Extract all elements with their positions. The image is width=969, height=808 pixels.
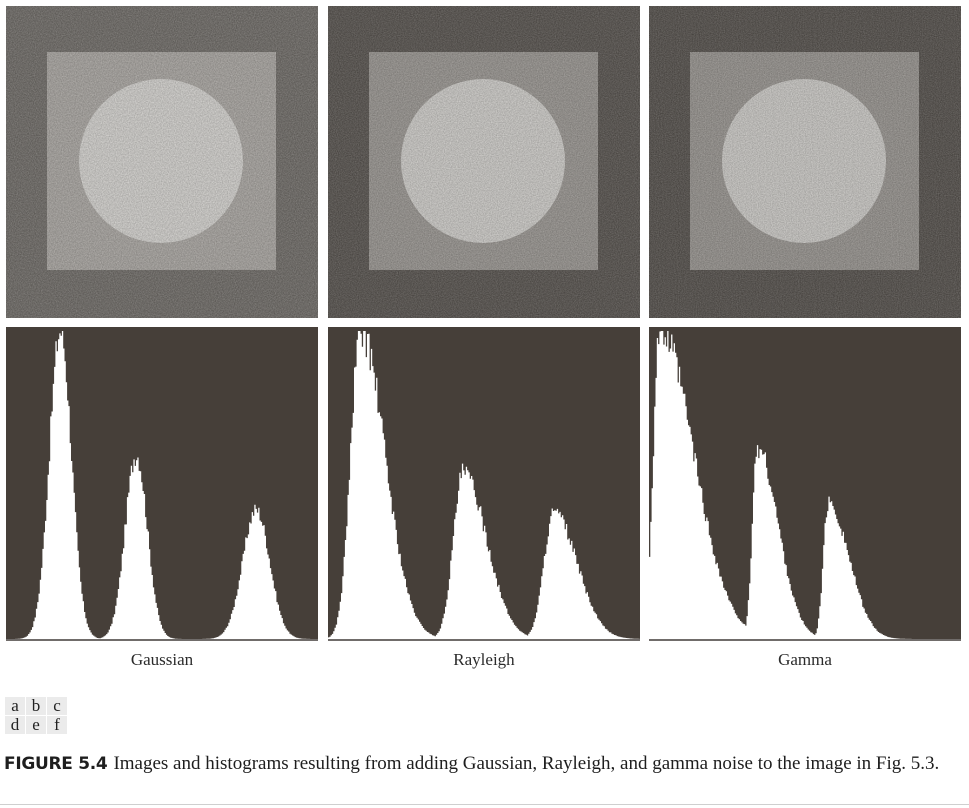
- panel-key-a: a: [4, 696, 26, 716]
- panel-key-b: b: [25, 696, 47, 716]
- histogram-area: [6, 331, 318, 639]
- panel-key-d: d: [4, 715, 26, 735]
- panel-key-f: f: [46, 715, 68, 735]
- figure-caption: FIGURE 5.4 Images and histograms resultin…: [4, 752, 966, 776]
- gaussian-histogram: [6, 327, 318, 641]
- gaussian-label: Gaussian: [130, 650, 194, 669]
- figure-caption-text: Images and histograms resulting from add…: [113, 753, 940, 774]
- figure-number: FIGURE 5.4: [4, 754, 108, 774]
- histogram-area: [328, 331, 640, 639]
- panel-key-row-bottom: d e f: [4, 715, 68, 735]
- histogram-area: [649, 331, 961, 639]
- bottom-rule: [0, 804, 969, 805]
- panel-letter-key: a b c d e f: [4, 696, 68, 735]
- noise-grain-dark: [649, 6, 961, 318]
- gamma-histogram: [649, 327, 961, 641]
- noise-grain-dark: [6, 6, 318, 318]
- rayleigh-noise-image: [328, 6, 640, 318]
- rayleigh-histogram: [328, 327, 640, 641]
- gamma-label: Gamma: [778, 650, 832, 669]
- panel-key-c: c: [46, 696, 68, 716]
- noise-grain-dark: [328, 6, 640, 318]
- gaussian-noise-image: [6, 6, 318, 318]
- rayleigh-label: Rayleigh: [453, 650, 515, 669]
- panel-key-row-top: a b c: [4, 696, 68, 716]
- gamma-noise-image: [649, 6, 961, 318]
- panel-key-e: e: [25, 715, 47, 735]
